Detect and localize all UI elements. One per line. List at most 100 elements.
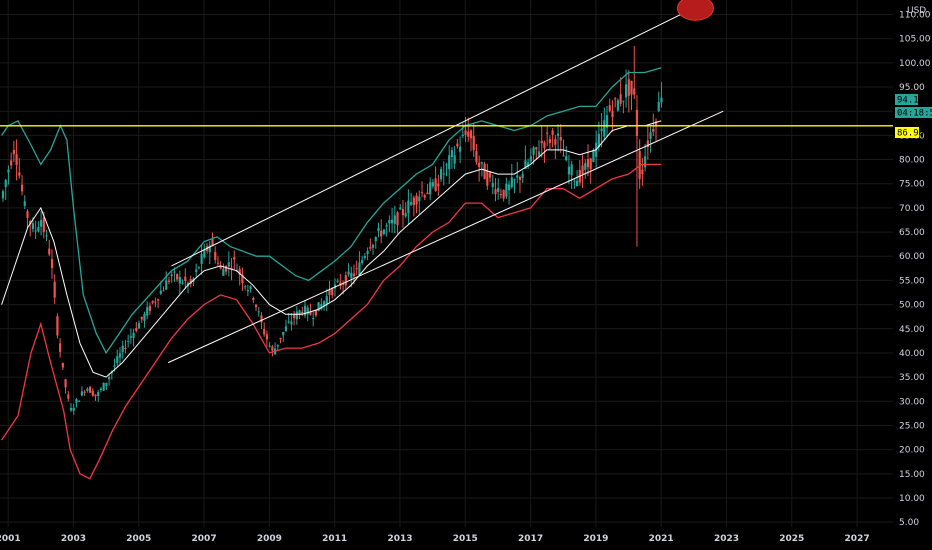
price-tick-label: 15.00	[899, 470, 925, 480]
candle-body	[309, 311, 312, 315]
candle-body	[622, 100, 625, 102]
candle-body	[56, 316, 59, 336]
candle-body	[50, 259, 54, 269]
candle-body	[254, 304, 258, 308]
candle-body	[15, 154, 18, 166]
candle-body	[102, 382, 105, 391]
candle-body	[641, 169, 644, 174]
channel-lower-line[interactable]	[167, 110, 724, 364]
candle-body	[635, 109, 639, 137]
candle-body	[219, 266, 222, 269]
candle-body	[652, 128, 655, 132]
time-tick-label: 2003	[61, 534, 86, 544]
candle-body	[287, 321, 290, 323]
candle-body	[518, 176, 522, 180]
time-axis[interactable]: 2001 2003 2005 2007 2009 2011 2013 2015 2017 2019…	[0, 534, 870, 544]
time-tick-label: 2009	[257, 534, 282, 544]
candle-body	[638, 150, 641, 179]
time-tick-label: 2005	[126, 534, 151, 544]
candle-body	[562, 155, 565, 157]
candle-body	[649, 132, 652, 139]
candle-body	[608, 105, 611, 112]
price-tick-label: 110.00	[899, 11, 931, 21]
candle-body	[396, 212, 399, 226]
countdown-label: 04:18:59	[897, 109, 932, 119]
candle-body	[132, 332, 135, 338]
candle-body	[554, 139, 557, 145]
candle-body	[420, 192, 424, 194]
price-tick-label: 10.00	[899, 494, 925, 504]
candle-body	[99, 388, 103, 391]
candle-body	[535, 147, 538, 150]
candle-body	[565, 156, 568, 161]
candle-body	[342, 283, 345, 285]
candle-body	[284, 326, 288, 332]
candle-body	[371, 244, 375, 248]
candle-body	[366, 250, 369, 255]
candle-body	[129, 336, 132, 338]
candle-body	[113, 365, 116, 367]
candle-body	[189, 279, 192, 284]
candle-body	[244, 286, 247, 288]
candle-body	[480, 162, 483, 164]
candle-body	[312, 318, 315, 320]
price-tick-label: 60.00	[899, 252, 925, 262]
time-tick-label: 2017	[518, 534, 543, 544]
price-tick-label: 95.00	[899, 83, 925, 93]
candle-body	[1, 191, 5, 199]
candle-body	[355, 268, 358, 270]
candle-body	[167, 280, 171, 282]
candle-body	[415, 195, 418, 205]
candle-body	[303, 305, 307, 316]
candle-body	[64, 379, 67, 388]
drawings[interactable]	[0, 0, 893, 364]
candle-body	[184, 276, 187, 282]
price-tick-label: 105.00	[899, 35, 931, 45]
candle-body	[121, 345, 124, 353]
price-axis[interactable]: USD 110.00105.00100.0095.0090.0085.0080.…	[893, 0, 932, 550]
candle-body	[208, 245, 211, 253]
target-ellipse[interactable]	[677, 0, 714, 21]
candle-body	[127, 340, 130, 342]
candle-body	[472, 136, 475, 151]
candle-body	[605, 115, 609, 128]
candle-body	[225, 266, 228, 272]
candle-body	[181, 282, 184, 284]
candle-body	[644, 156, 647, 168]
candle-body	[162, 290, 165, 292]
time-tick-label: 2015	[453, 534, 478, 544]
candle-body	[467, 131, 470, 137]
candle-body	[347, 271, 350, 275]
price-tick-label: 100.00	[899, 59, 931, 69]
candle-body	[148, 305, 152, 311]
candle-body	[83, 391, 86, 393]
time-tick-label: 2007	[192, 534, 217, 544]
candle-body	[448, 155, 451, 170]
candle-body	[390, 219, 394, 224]
price-tick-label: 30.00	[899, 397, 925, 407]
candle-body	[350, 272, 353, 279]
channel-upper-line[interactable]	[171, 4, 701, 267]
candle-body	[227, 262, 230, 267]
candle-body	[195, 269, 198, 272]
candle-body	[328, 289, 331, 296]
currency-label[interactable]: USD	[907, 6, 926, 16]
candle-body	[586, 158, 590, 168]
time-tick-label: 2019	[583, 534, 608, 544]
candle-body	[377, 227, 380, 231]
candle-body	[423, 195, 426, 198]
candle-body	[320, 304, 323, 310]
time-tick-label: 2001	[0, 534, 21, 544]
candle-body	[513, 179, 516, 181]
horizontal-level-label: 86.98	[897, 129, 924, 139]
time-tick-label: 2011	[322, 534, 347, 544]
candle-body	[246, 290, 249, 292]
candle-body	[388, 220, 391, 224]
candle-body	[7, 169, 10, 173]
candle-body	[633, 88, 636, 95]
candle-body	[116, 356, 119, 363]
candle-body	[410, 202, 413, 205]
candle-body	[469, 130, 473, 139]
candle-body	[537, 151, 541, 156]
